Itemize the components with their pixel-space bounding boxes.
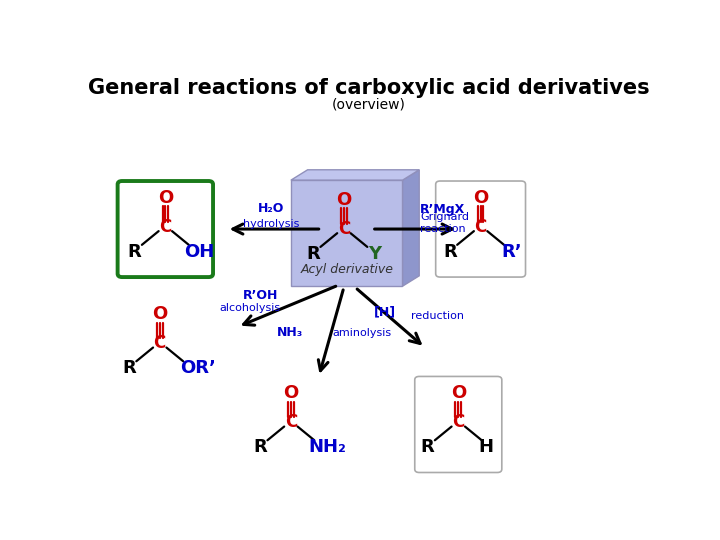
Text: O: O bbox=[158, 189, 173, 207]
Text: OR’: OR’ bbox=[180, 359, 215, 377]
Text: C: C bbox=[338, 220, 350, 238]
Text: O: O bbox=[473, 189, 488, 207]
Text: reduction: reduction bbox=[411, 312, 464, 321]
Text: R: R bbox=[127, 243, 142, 261]
Text: R: R bbox=[306, 245, 320, 263]
Text: Acyl derivative: Acyl derivative bbox=[300, 263, 393, 276]
Text: O: O bbox=[451, 384, 466, 402]
Text: NH₃: NH₃ bbox=[277, 327, 303, 340]
Text: hydrolysis: hydrolysis bbox=[243, 219, 300, 228]
Text: NH₂: NH₂ bbox=[308, 438, 346, 456]
Text: C: C bbox=[474, 218, 487, 236]
Text: H: H bbox=[479, 438, 494, 456]
Text: C: C bbox=[153, 334, 166, 353]
Text: H₂O: H₂O bbox=[258, 202, 284, 215]
Text: (overview): (overview) bbox=[332, 97, 406, 111]
Text: OH: OH bbox=[184, 243, 214, 261]
Text: General reactions of carboxylic acid derivatives: General reactions of carboxylic acid der… bbox=[88, 78, 650, 98]
Polygon shape bbox=[402, 170, 419, 286]
Text: [H]: [H] bbox=[374, 306, 396, 319]
Text: C: C bbox=[284, 414, 297, 431]
Text: R: R bbox=[122, 359, 136, 377]
Text: R’OH: R’OH bbox=[243, 289, 278, 302]
Text: C: C bbox=[159, 218, 171, 236]
Text: C: C bbox=[452, 414, 464, 431]
Text: R: R bbox=[420, 438, 434, 456]
Text: alcoholysis: alcoholysis bbox=[220, 303, 281, 313]
Text: aminolysis: aminolysis bbox=[333, 328, 392, 338]
Text: O: O bbox=[283, 384, 299, 402]
Text: Y: Y bbox=[368, 245, 381, 263]
FancyBboxPatch shape bbox=[291, 180, 402, 286]
Text: R: R bbox=[253, 438, 267, 456]
Text: Grignard
reaction: Grignard reaction bbox=[420, 212, 469, 234]
Polygon shape bbox=[291, 170, 419, 180]
Text: O: O bbox=[152, 305, 167, 323]
Text: R: R bbox=[443, 243, 456, 261]
Text: R’: R’ bbox=[501, 243, 521, 261]
Text: R’MgX: R’MgX bbox=[420, 202, 466, 215]
Text: O: O bbox=[336, 191, 351, 209]
